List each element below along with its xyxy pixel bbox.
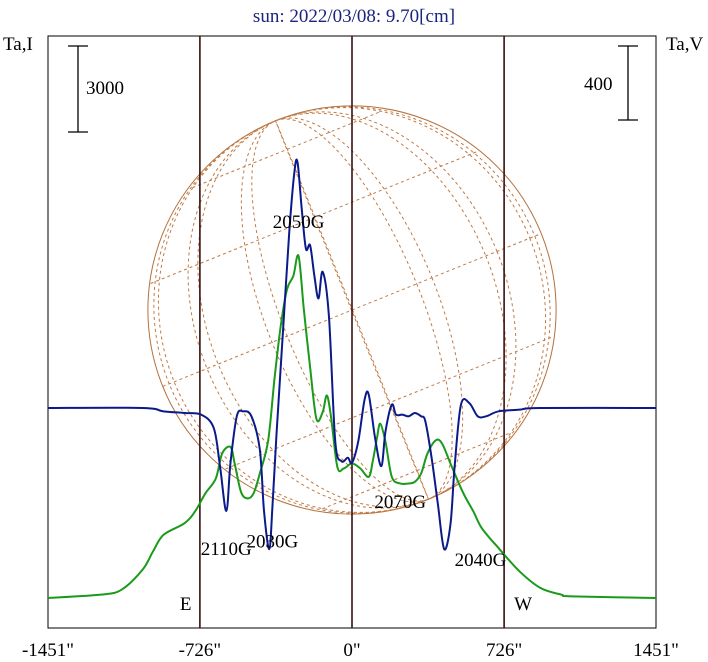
- longitude-line: [197, 112, 507, 508]
- marker-label-e: E: [180, 594, 192, 615]
- series-v-line: [47, 158, 657, 551]
- x-tick-label: -726": [179, 640, 222, 661]
- source-label-2110g: 2110G: [201, 539, 252, 560]
- longitude-line: [153, 106, 551, 514]
- chart-texts: sun: 2022/03/08: 9.70[cm] Ta,I Ta,V 3000…: [3, 6, 703, 571]
- longitude-line: [187, 111, 517, 509]
- x-tick-label: 1451": [633, 640, 679, 661]
- source-label-2040g: 2040G: [455, 550, 507, 571]
- right-axis-label: Ta,V: [666, 34, 703, 55]
- source-label-2030g: 2030G: [247, 532, 299, 553]
- x-tick-label: -1451": [22, 640, 74, 661]
- marker-label-w: W: [514, 594, 532, 615]
- data-series: [47, 158, 657, 599]
- x-tick-label: 0": [343, 640, 360, 661]
- left-scale-bar-label: 3000: [86, 78, 124, 99]
- longitude-line: [240, 117, 464, 503]
- source-label-2050g: 2050G: [273, 212, 325, 233]
- series-i-line: [47, 254, 657, 599]
- chart-title: sun: 2022/03/08: 9.70[cm]: [253, 6, 455, 27]
- left-axis-label: Ta,I: [3, 34, 33, 55]
- x-tick-label: 726": [486, 640, 522, 661]
- plot-frame: -1451" -726" 0" 726" 1451": [22, 35, 679, 661]
- source-label-2070g: 2070G: [374, 492, 426, 513]
- right-scale-bar-label: 400: [584, 74, 613, 95]
